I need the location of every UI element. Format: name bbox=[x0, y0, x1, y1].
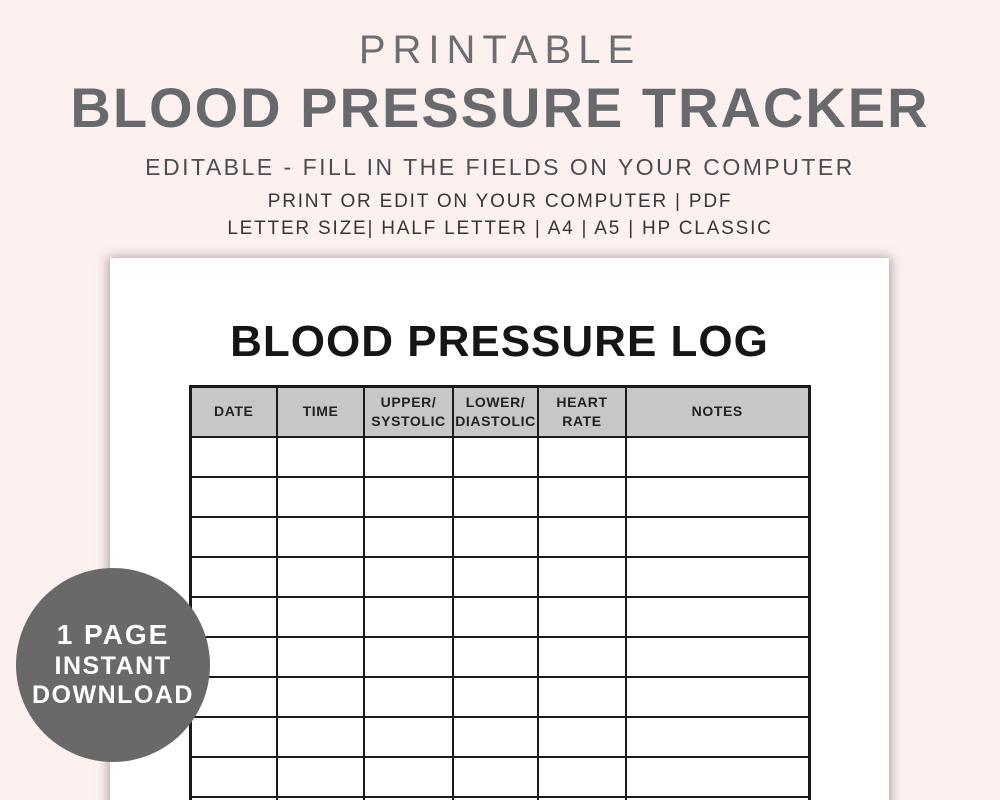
printable-kicker: PRINTABLE bbox=[358, 28, 642, 72]
header-label: NOTES bbox=[691, 403, 743, 420]
empty-cell bbox=[537, 475, 627, 518]
header-label: SYSTOLIC bbox=[371, 412, 446, 429]
empty-cell bbox=[363, 515, 454, 558]
empty-cell bbox=[452, 675, 539, 718]
table-row bbox=[189, 555, 810, 598]
empty-cell bbox=[625, 435, 810, 478]
empty-cell bbox=[363, 755, 454, 798]
table-header-row: DATE TIME UPPER/ SYSTOLIC LOWER/ DIASTOL… bbox=[189, 385, 810, 438]
table-row bbox=[189, 595, 810, 638]
main-title: BLOOD PRESSURE TRACKER bbox=[70, 76, 930, 139]
page-mockup: BLOOD PRESSURE LOG DATE TIME UPPER/ SYST… bbox=[110, 258, 889, 800]
empty-cell bbox=[452, 475, 539, 518]
empty-cell bbox=[452, 555, 539, 598]
table-row bbox=[189, 515, 810, 558]
empty-cell bbox=[625, 475, 810, 518]
empty-cell bbox=[276, 435, 365, 478]
empty-cell bbox=[276, 715, 365, 758]
empty-cell bbox=[452, 635, 539, 678]
empty-cell bbox=[537, 755, 627, 798]
empty-cell bbox=[363, 715, 454, 758]
empty-cell bbox=[452, 715, 539, 758]
empty-cell bbox=[537, 555, 627, 598]
empty-cell bbox=[189, 555, 278, 598]
empty-cell bbox=[452, 795, 539, 800]
empty-cell bbox=[276, 755, 365, 798]
column-header-heart-rate: HEART RATE bbox=[537, 385, 627, 438]
empty-cell bbox=[276, 555, 365, 598]
empty-cell bbox=[625, 595, 810, 638]
empty-cell bbox=[537, 635, 627, 678]
column-header-lower-diastolic: LOWER/ DIASTOLIC bbox=[452, 385, 539, 438]
column-header-upper-systolic: UPPER/ SYSTOLIC bbox=[363, 385, 454, 438]
table-row bbox=[189, 795, 810, 800]
table-row bbox=[189, 475, 810, 518]
empty-cell bbox=[363, 435, 454, 478]
header-label: LOWER/ bbox=[465, 393, 526, 410]
empty-cell bbox=[276, 675, 365, 718]
empty-cell bbox=[276, 595, 365, 638]
empty-cell bbox=[625, 755, 810, 798]
hero-section: PRINTABLE BLOOD PRESSURE TRACKER EDITABL… bbox=[0, 0, 1000, 238]
instant-download-badge: 1 PAGE INSTANT DOWNLOAD bbox=[16, 568, 210, 762]
header-label: DIASTOLIC bbox=[455, 412, 536, 429]
empty-cell bbox=[452, 755, 539, 798]
empty-cell bbox=[625, 715, 810, 758]
empty-cell bbox=[276, 795, 365, 800]
table-row bbox=[189, 675, 810, 718]
editable-subtitle: EDITABLE - FILL IN THE FIELDS ON YOUR CO… bbox=[145, 154, 855, 180]
detail-line-sizes: LETTER SIZE| HALF LETTER | A4 | A5 | HP … bbox=[227, 218, 773, 239]
header-label: DATE bbox=[214, 403, 254, 420]
empty-cell bbox=[537, 715, 627, 758]
header-label: RATE bbox=[562, 412, 602, 429]
empty-cell bbox=[537, 795, 627, 800]
empty-cell bbox=[537, 595, 627, 638]
badge-instant-label: INSTANT bbox=[54, 651, 172, 680]
table-row bbox=[189, 635, 810, 678]
empty-cell bbox=[276, 515, 365, 558]
empty-cell bbox=[363, 555, 454, 598]
empty-cell bbox=[452, 435, 539, 478]
column-header-date: DATE bbox=[189, 385, 278, 438]
badge-download-label: DOWNLOAD bbox=[32, 681, 194, 710]
blood-pressure-table: DATE TIME UPPER/ SYSTOLIC LOWER/ DIASTOL… bbox=[188, 385, 811, 800]
header-label: HEART bbox=[556, 393, 608, 410]
empty-cell bbox=[189, 715, 278, 758]
empty-cell bbox=[363, 595, 454, 638]
empty-cell bbox=[537, 675, 627, 718]
log-page-title: BLOOD PRESSURE LOG bbox=[230, 317, 769, 366]
header-label: TIME bbox=[302, 403, 339, 420]
empty-cell bbox=[537, 435, 627, 478]
empty-cell bbox=[189, 795, 278, 800]
empty-cell bbox=[276, 475, 365, 518]
empty-cell bbox=[625, 675, 810, 718]
table-row bbox=[189, 755, 810, 798]
empty-cell bbox=[452, 595, 539, 638]
column-header-time: TIME bbox=[276, 385, 365, 438]
empty-cell bbox=[625, 635, 810, 678]
empty-cell bbox=[189, 475, 278, 518]
empty-cell bbox=[363, 795, 454, 800]
table-row bbox=[189, 435, 810, 478]
empty-cell bbox=[363, 635, 454, 678]
empty-cell bbox=[189, 755, 278, 798]
empty-cell bbox=[363, 675, 454, 718]
table-body bbox=[189, 435, 810, 800]
empty-cell bbox=[625, 515, 810, 558]
table-row bbox=[189, 715, 810, 758]
empty-cell bbox=[625, 795, 810, 800]
empty-cell bbox=[189, 435, 278, 478]
column-header-notes: NOTES bbox=[625, 385, 810, 438]
empty-cell bbox=[189, 515, 278, 558]
empty-cell bbox=[363, 475, 454, 518]
badge-page-count: 1 PAGE bbox=[56, 619, 170, 651]
detail-line-formats: PRINT OR EDIT ON YOUR COMPUTER | PDF bbox=[267, 191, 733, 212]
header-label: UPPER/ bbox=[380, 393, 437, 410]
empty-cell bbox=[452, 515, 539, 558]
empty-cell bbox=[537, 515, 627, 558]
empty-cell bbox=[625, 555, 810, 598]
empty-cell bbox=[276, 635, 365, 678]
